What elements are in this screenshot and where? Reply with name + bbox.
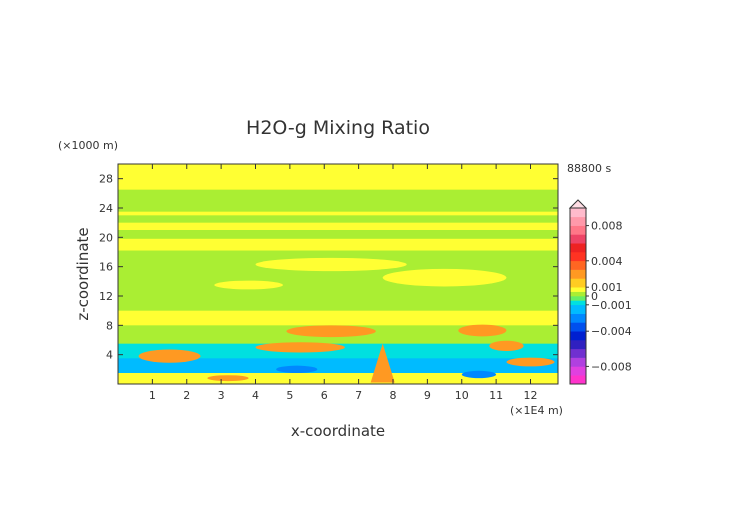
y-tick-label: 4 xyxy=(106,349,113,362)
colorbar-band-11 xyxy=(570,291,586,297)
colorbar-band-4 xyxy=(570,340,586,350)
y-axis-label: z-coordinate xyxy=(74,227,92,320)
time-label: 88800 s xyxy=(567,162,611,175)
field-feature-6 xyxy=(255,342,345,353)
colorbar-band-19 xyxy=(570,225,586,235)
colorbar-tick-label: 0.008 xyxy=(591,220,623,233)
x-axis: 1 2 3 4 5 6 7 8 9 10 11 12 xyxy=(149,164,538,402)
x-unit-label: (×1E4 m) xyxy=(510,404,563,417)
field-feature-11 xyxy=(207,375,249,382)
x-tick-label: 4 xyxy=(252,389,259,402)
field-feature-10 xyxy=(461,370,497,379)
colorbar-band-10 xyxy=(570,296,586,301)
field-feature-5 xyxy=(489,340,524,351)
colorbar-band-21 xyxy=(570,208,586,218)
x-tick-label: 2 xyxy=(183,389,190,402)
colorbar-band-15 xyxy=(570,260,586,270)
colorbar-band-2 xyxy=(570,357,586,367)
field-band-2 xyxy=(118,211,558,216)
y-tick-label: 12 xyxy=(99,290,113,303)
field-feature-2 xyxy=(214,280,283,290)
colorbar-band-17 xyxy=(570,243,586,253)
y-tick-label: 20 xyxy=(99,231,113,244)
x-tick-label: 11 xyxy=(489,389,503,402)
field-band-5 xyxy=(118,230,558,240)
field-band-12 xyxy=(118,373,558,384)
colorbar-band-6 xyxy=(570,322,586,332)
chart-title: H2O-g Mixing Ratio xyxy=(246,117,430,139)
y-tick-label: 16 xyxy=(99,261,113,274)
field-band-8 xyxy=(118,310,558,326)
y-tick-label: 8 xyxy=(106,319,113,332)
colorbar-band-3 xyxy=(570,348,586,358)
y-unit-label: (×1000 m) xyxy=(58,139,118,152)
x-tick-label: 6 xyxy=(321,389,328,402)
field-feature-3 xyxy=(286,325,376,338)
x-tick-label: 1 xyxy=(149,389,156,402)
colorbar-band-7 xyxy=(570,313,586,323)
field-band-6 xyxy=(118,238,558,252)
field-feature-12 xyxy=(370,343,395,383)
colorbar-band-18 xyxy=(570,234,586,244)
x-tick-label: 12 xyxy=(524,389,538,402)
x-tick-label: 3 xyxy=(218,389,225,402)
colorbar-tick-label: −0.004 xyxy=(591,325,632,338)
colorbar-band-0 xyxy=(570,375,586,385)
colorbar-tick-label: 0.004 xyxy=(591,255,623,268)
field-band-3 xyxy=(118,215,558,224)
field-feature-4 xyxy=(458,324,507,337)
colorbar-tick-label: 0 xyxy=(591,290,598,303)
x-tick-label: 9 xyxy=(424,389,431,402)
colorbar-tick-label: 0.001 xyxy=(591,281,623,294)
colorbar-tick-label: −0.008 xyxy=(591,360,632,373)
plot-frame xyxy=(117,163,559,385)
field-feature-9 xyxy=(276,365,318,374)
colorbar-band-1 xyxy=(570,366,586,376)
colorbar-tick-label: −0.001 xyxy=(591,299,632,312)
y-tick-label: 28 xyxy=(99,173,113,186)
x-tick-label: 10 xyxy=(455,389,469,402)
field-band-4 xyxy=(118,222,558,231)
field-feature-7 xyxy=(138,349,201,363)
x-axis-label: x-coordinate xyxy=(291,422,385,440)
colorbar-band-9 xyxy=(570,300,586,306)
field-feature-0 xyxy=(255,257,407,272)
colorbar-band-12 xyxy=(570,287,586,292)
x-tick-label: 7 xyxy=(355,389,362,402)
y-tick-label: 24 xyxy=(99,202,113,215)
colorbar-band-13 xyxy=(570,278,586,288)
x-tick-label: 8 xyxy=(390,389,397,402)
field-band-10 xyxy=(118,343,558,359)
colorbar-band-5 xyxy=(570,331,586,341)
field-feature-8 xyxy=(506,357,555,367)
x-tick-label: 5 xyxy=(286,389,293,402)
field-band-1 xyxy=(118,189,558,213)
y-axis: 4 8 12 16 20 24 28 xyxy=(99,173,558,362)
field-band-0 xyxy=(118,164,558,191)
field-feature-1 xyxy=(382,268,507,287)
field-band-11 xyxy=(118,358,558,374)
colorbar-band-16 xyxy=(570,252,586,262)
colorbar-band-8 xyxy=(570,304,586,314)
colorbar-band-14 xyxy=(570,269,586,279)
colorbar-band-20 xyxy=(570,216,586,226)
colorbar-extend-arrow xyxy=(568,199,588,209)
plot-field xyxy=(118,164,558,384)
